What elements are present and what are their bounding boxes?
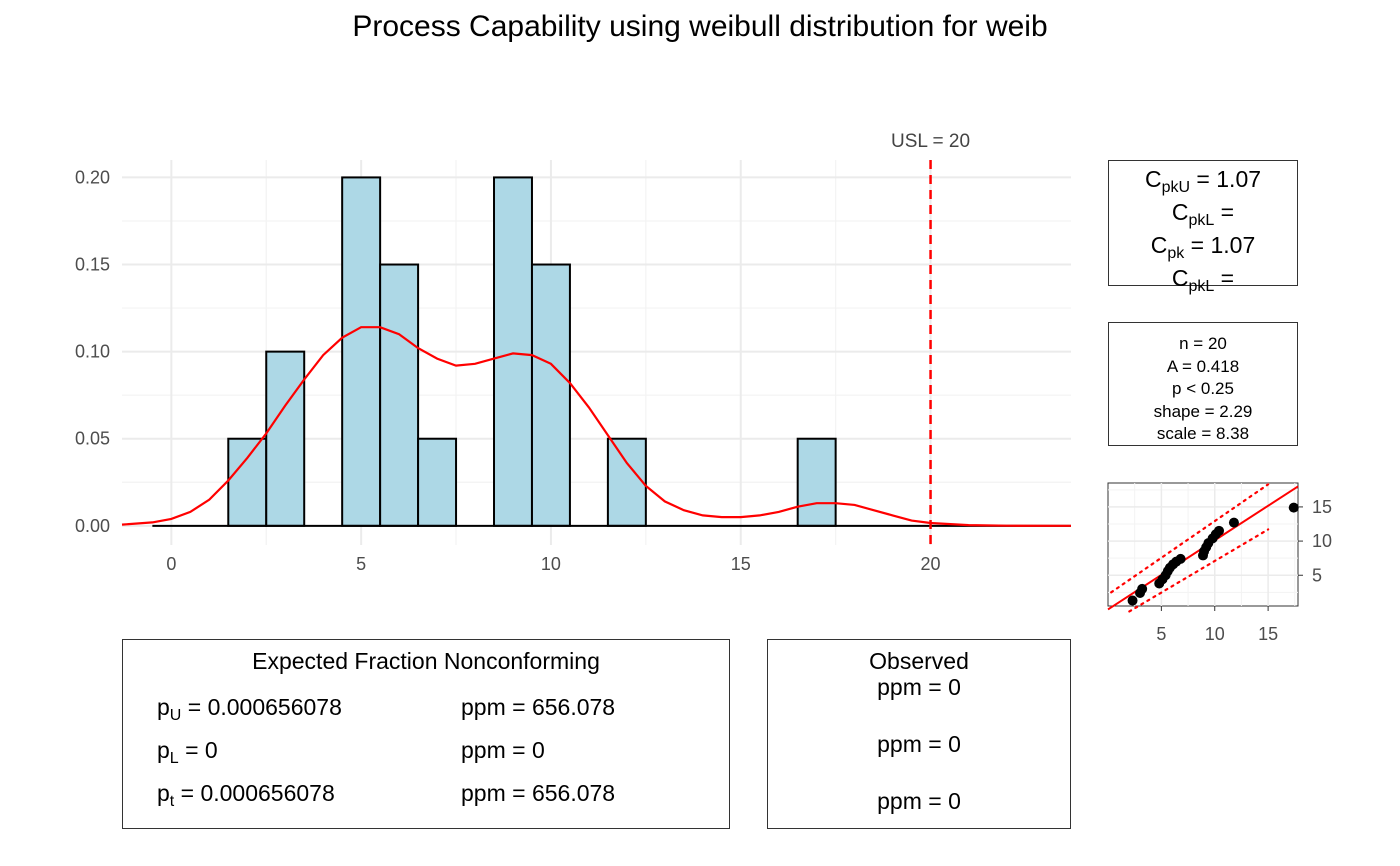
pp-band-lower (1128, 528, 1270, 613)
x-tick-label: 10 (541, 554, 561, 574)
usl-group: USL = 20 (891, 131, 970, 545)
density-curve-group (121, 326, 1072, 527)
expected-pl-ppm: ppm = 0 (461, 737, 545, 763)
expected-pu: pU = 0.000656078 (157, 694, 342, 724)
observed-ppm-total: ppm = 0 (877, 788, 961, 814)
histogram-bar (341, 176, 382, 527)
x-tick-labels: 0 5 10 15 20 (166, 554, 940, 574)
y-tick-label: 0.10 (75, 342, 110, 362)
histogram-bar (530, 263, 571, 527)
stat-n: n = 20 (1179, 334, 1227, 353)
observed-box: Observed ppm = 0 ppm = 0 ppm = 0 (767, 639, 1071, 829)
y-tick-labels: 0.00 0.05 0.10 0.15 0.20 (75, 167, 110, 535)
cpk-line: Cpk = 1.07 (1150, 232, 1256, 263)
histogram-bar (796, 437, 837, 527)
pp-y-tick-label: 10 (1312, 531, 1332, 551)
histogram-bars (227, 176, 837, 527)
pp-point (1127, 595, 1138, 606)
y-tick-label: 0.20 (75, 167, 110, 187)
pp-point (1175, 553, 1186, 564)
histogram-bar (417, 437, 458, 527)
pp-x-tick-label: 5 (1156, 624, 1166, 644)
y-tick-label: 0.15 (75, 255, 110, 275)
expected-pu-ppm: ppm = 656.078 (461, 694, 616, 720)
expected-nonconforming-box: Expected Fraction Nonconforming pU = 0.0… (122, 639, 730, 829)
stat-shape: shape = 2.29 (1153, 401, 1253, 421)
usl-label: USL = 20 (891, 131, 970, 152)
pp-point (1228, 517, 1239, 528)
fit-stats-box: n = 20 A = 0.418 p < 0.25 shape = 2.29 s… (1108, 322, 1298, 446)
probability-plot: 5 10 15 5 10 15 (1107, 482, 1332, 644)
pp-y-tick-label: 15 (1312, 497, 1332, 517)
y-tick-label: 0.05 (75, 429, 110, 449)
histogram-bar (379, 263, 420, 527)
pp-x-tick-label: 10 (1205, 624, 1225, 644)
cpku-line: CpkU = 1.07 (1144, 166, 1262, 197)
observed-title: Observed (869, 648, 969, 674)
pp-point (1288, 502, 1299, 513)
expected-pt-ppm: ppm = 656.078 (461, 780, 616, 806)
cpkl2-line: CpkL = (1171, 265, 1235, 296)
cpkl-line: CpkL = (1171, 199, 1235, 230)
x-tick-label: 20 (921, 554, 941, 574)
expected-title: Expected Fraction Nonconforming (252, 648, 600, 674)
stat-p: p < 0.25 (1172, 379, 1234, 398)
pp-point (1214, 525, 1225, 536)
x-tick-label: 5 (356, 554, 366, 574)
x-tick-label: 0 (166, 554, 176, 574)
histogram-bar (606, 437, 647, 527)
pp-y-tick-label: 5 (1312, 565, 1322, 585)
histogram-bar (265, 350, 306, 527)
chart-title: Process Capability using weibull distrib… (352, 10, 1048, 43)
density-curve (121, 326, 1072, 527)
x-tick-label: 15 (731, 554, 751, 574)
observed-ppm-upper: ppm = 0 (877, 674, 961, 700)
expected-pl: pL = 0 (157, 737, 218, 767)
pp-x-tick-label: 15 (1258, 624, 1278, 644)
observed-ppm-lower: ppm = 0 (877, 731, 961, 757)
expected-pt: pt = 0.000656078 (157, 780, 335, 810)
stat-a: A = 0.418 (1166, 356, 1240, 376)
y-tick-label: 0.00 (75, 516, 110, 536)
stat-scale: scale = 8.38 (1156, 424, 1250, 443)
pp-point (1137, 583, 1148, 594)
capability-index-box: CpkU = 1.07 CpkL = Cpk = 1.07 CpkL = (1108, 160, 1298, 295)
histogram-bar (227, 437, 268, 527)
histogram-bar (493, 176, 533, 527)
